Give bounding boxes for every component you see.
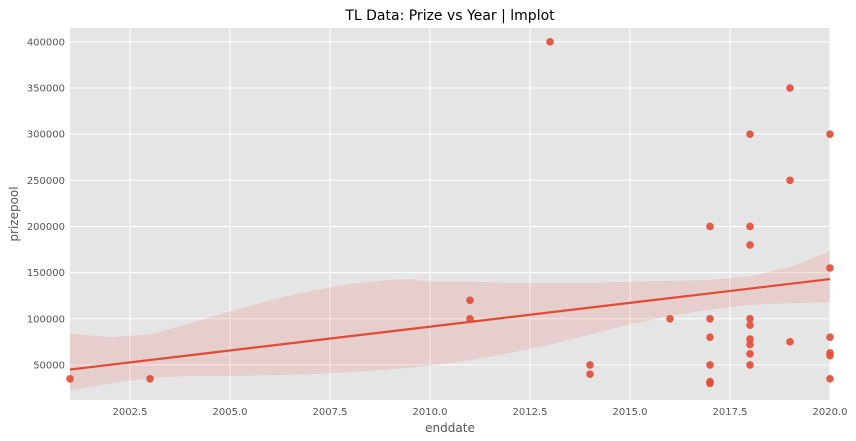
data-point — [546, 38, 554, 46]
y-tick-label: 250000 — [27, 176, 65, 187]
x-tick-label: 2015.0 — [613, 407, 648, 418]
y-tick-label: 300000 — [27, 130, 65, 141]
regression-line-layer — [69, 277, 831, 371]
data-point — [746, 361, 754, 369]
data-point — [746, 335, 754, 343]
data-point — [746, 321, 754, 330]
data-point — [66, 374, 74, 383]
data-point — [746, 241, 754, 249]
data-point — [466, 296, 474, 305]
y-tick-labels: 50000 100000 150000 200000 250000 300000 35000… — [27, 37, 65, 371]
data-point — [826, 333, 834, 342]
x-tick-label: 2002.5 — [113, 407, 148, 418]
data-point — [706, 379, 714, 388]
scatter-points — [66, 38, 834, 388]
data-point — [746, 340, 754, 349]
data-point — [746, 350, 754, 358]
confidence-band — [70, 251, 830, 391]
plot-area — [70, 28, 830, 400]
data-point — [826, 374, 834, 383]
data-point — [786, 84, 794, 92]
x-axis-label: enddate — [425, 421, 475, 435]
y-tick-label: 200000 — [27, 222, 65, 233]
data-point — [666, 314, 674, 323]
data-point — [706, 222, 714, 231]
data-point — [706, 361, 714, 369]
x-tick-label: 2007.5 — [313, 407, 348, 418]
data-point — [746, 222, 754, 231]
y-tick-label: 400000 — [27, 37, 65, 48]
x-tick-label: 2012.5 — [513, 407, 548, 418]
y-tick-label: 100000 — [27, 314, 65, 325]
data-point — [746, 130, 754, 138]
data-point — [826, 264, 834, 272]
y-tick-label: 50000 — [33, 360, 65, 371]
data-point — [706, 333, 714, 342]
data-point — [826, 130, 834, 138]
confidence-band-layer — [70, 251, 830, 391]
data-point — [786, 176, 794, 185]
x-tick-label: 2010.0 — [413, 407, 448, 418]
regression-line — [69, 277, 831, 371]
data-point — [146, 374, 154, 383]
chart-title: TL Data: Prize vs Year | lmplot — [344, 8, 555, 24]
x-tick-label: 2017.5 — [713, 407, 748, 418]
data-point — [586, 370, 594, 378]
x-tick-label: 2005.0 — [213, 407, 248, 418]
data-point — [746, 314, 754, 323]
x-tick-labels: 2002.5 2005.0 2007.5 2010.0 2012.5 2015.0 2017… — [113, 407, 848, 418]
data-point — [466, 314, 474, 323]
x-tick-label: 2020.0 — [813, 407, 848, 418]
data-point — [586, 361, 594, 369]
data-point — [826, 351, 834, 360]
y-tick-label: 150000 — [27, 268, 65, 279]
y-axis-label: prizepool — [7, 186, 21, 241]
data-point — [786, 338, 794, 346]
data-point — [706, 314, 714, 323]
y-tick-label: 350000 — [27, 84, 65, 95]
